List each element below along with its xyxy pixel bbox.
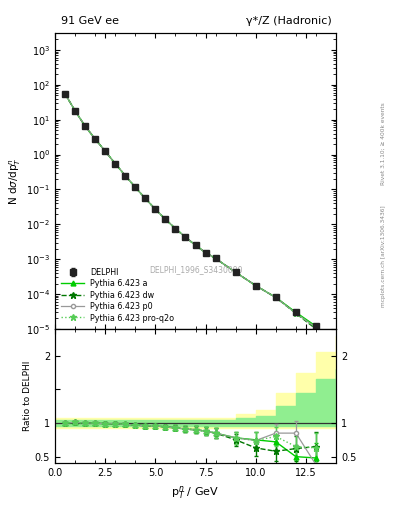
Pythia 6.423 a bbox=[183, 234, 188, 240]
Pythia 6.423 dw bbox=[163, 216, 168, 222]
Pythia 6.423 a bbox=[253, 283, 258, 289]
Pythia 6.423 pro-q2o bbox=[163, 216, 168, 222]
Pythia 6.423 p0 bbox=[103, 148, 108, 154]
Y-axis label: Ratio to DELPHI: Ratio to DELPHI bbox=[23, 361, 32, 431]
Pythia 6.423 a bbox=[233, 269, 238, 275]
Y-axis label: N d$\sigma$/dp$_T^n$: N d$\sigma$/dp$_T^n$ bbox=[8, 157, 23, 205]
Pythia 6.423 a bbox=[113, 161, 118, 167]
Pythia 6.423 pro-q2o bbox=[83, 123, 88, 129]
Pythia 6.423 dw bbox=[133, 184, 138, 190]
Text: Rivet 3.1.10; ≥ 400k events: Rivet 3.1.10; ≥ 400k events bbox=[381, 102, 386, 185]
Text: mcplots.cern.ch [arXiv:1306.3436]: mcplots.cern.ch [arXiv:1306.3436] bbox=[381, 205, 386, 307]
Pythia 6.423 pro-q2o bbox=[193, 242, 198, 248]
Pythia 6.423 a bbox=[123, 173, 128, 179]
Pythia 6.423 dw bbox=[233, 269, 238, 275]
Pythia 6.423 p0 bbox=[193, 242, 198, 248]
Pythia 6.423 a bbox=[103, 148, 108, 154]
Pythia 6.423 pro-q2o bbox=[123, 173, 128, 179]
Pythia 6.423 dw bbox=[153, 206, 158, 212]
Line: Pythia 6.423 a: Pythia 6.423 a bbox=[62, 92, 318, 329]
Pythia 6.423 a bbox=[143, 196, 148, 202]
Pythia 6.423 p0 bbox=[163, 216, 168, 222]
Pythia 6.423 p0 bbox=[153, 206, 158, 212]
Pythia 6.423 pro-q2o bbox=[274, 294, 278, 301]
Pythia 6.423 a bbox=[153, 206, 158, 212]
Pythia 6.423 p0 bbox=[314, 325, 318, 331]
Pythia 6.423 pro-q2o bbox=[103, 148, 108, 154]
Pythia 6.423 p0 bbox=[233, 269, 238, 275]
Pythia 6.423 dw bbox=[143, 196, 148, 202]
Pythia 6.423 dw bbox=[314, 326, 318, 332]
Pythia 6.423 a bbox=[274, 294, 278, 301]
Pythia 6.423 pro-q2o bbox=[113, 161, 118, 167]
Pythia 6.423 pro-q2o bbox=[173, 226, 178, 232]
Pythia 6.423 a bbox=[133, 184, 138, 190]
Pythia 6.423 dw bbox=[294, 310, 298, 316]
Pythia 6.423 pro-q2o bbox=[203, 249, 208, 255]
Pythia 6.423 dw bbox=[173, 226, 178, 232]
Pythia 6.423 a bbox=[163, 216, 168, 222]
Pythia 6.423 pro-q2o bbox=[93, 136, 97, 142]
Pythia 6.423 p0 bbox=[213, 255, 218, 262]
Pythia 6.423 dw bbox=[103, 148, 108, 154]
Pythia 6.423 a bbox=[173, 226, 178, 232]
Pythia 6.423 p0 bbox=[133, 184, 138, 190]
Text: 91 GeV ee: 91 GeV ee bbox=[61, 15, 119, 26]
Line: Pythia 6.423 dw: Pythia 6.423 dw bbox=[62, 91, 319, 332]
Pythia 6.423 p0 bbox=[63, 91, 68, 97]
Line: Pythia 6.423 p0: Pythia 6.423 p0 bbox=[63, 92, 318, 330]
X-axis label: p$_T^n$ / GeV: p$_T^n$ / GeV bbox=[171, 484, 220, 501]
Pythia 6.423 p0 bbox=[173, 226, 178, 232]
Line: Pythia 6.423 pro-q2o: Pythia 6.423 pro-q2o bbox=[62, 91, 319, 331]
Pythia 6.423 pro-q2o bbox=[73, 108, 77, 114]
Pythia 6.423 p0 bbox=[253, 283, 258, 289]
Pythia 6.423 dw bbox=[203, 249, 208, 255]
Pythia 6.423 p0 bbox=[203, 249, 208, 255]
Pythia 6.423 pro-q2o bbox=[233, 269, 238, 275]
Pythia 6.423 p0 bbox=[274, 294, 278, 301]
Pythia 6.423 dw bbox=[274, 294, 278, 301]
Pythia 6.423 dw bbox=[253, 283, 258, 289]
Pythia 6.423 a bbox=[83, 123, 88, 129]
Pythia 6.423 pro-q2o bbox=[213, 255, 218, 262]
Pythia 6.423 pro-q2o bbox=[133, 184, 138, 190]
Pythia 6.423 pro-q2o bbox=[143, 196, 148, 202]
Pythia 6.423 pro-q2o bbox=[253, 283, 258, 289]
Pythia 6.423 a bbox=[193, 242, 198, 248]
Pythia 6.423 dw bbox=[123, 173, 128, 179]
Text: γ*/Z (Hadronic): γ*/Z (Hadronic) bbox=[246, 15, 332, 26]
Legend: DELPHI, Pythia 6.423 a, Pythia 6.423 dw, Pythia 6.423 p0, Pythia 6.423 pro-q2o: DELPHI, Pythia 6.423 a, Pythia 6.423 dw,… bbox=[59, 265, 177, 325]
Pythia 6.423 p0 bbox=[93, 136, 97, 142]
Pythia 6.423 dw bbox=[63, 91, 68, 97]
Pythia 6.423 dw bbox=[113, 161, 118, 167]
Pythia 6.423 p0 bbox=[83, 123, 88, 129]
Pythia 6.423 dw bbox=[213, 255, 218, 262]
Pythia 6.423 pro-q2o bbox=[314, 325, 318, 331]
Pythia 6.423 a bbox=[213, 255, 218, 262]
Pythia 6.423 dw bbox=[73, 108, 77, 114]
Pythia 6.423 pro-q2o bbox=[294, 310, 298, 316]
Pythia 6.423 p0 bbox=[73, 108, 77, 114]
Pythia 6.423 pro-q2o bbox=[63, 91, 68, 97]
Pythia 6.423 p0 bbox=[294, 310, 298, 316]
Pythia 6.423 a bbox=[203, 249, 208, 255]
Pythia 6.423 p0 bbox=[123, 173, 128, 179]
Pythia 6.423 dw bbox=[93, 136, 97, 142]
Pythia 6.423 pro-q2o bbox=[183, 234, 188, 240]
Pythia 6.423 p0 bbox=[113, 161, 118, 167]
Pythia 6.423 a bbox=[314, 323, 318, 329]
Pythia 6.423 p0 bbox=[183, 234, 188, 240]
Pythia 6.423 a bbox=[93, 136, 97, 142]
Pythia 6.423 a bbox=[73, 108, 77, 114]
Pythia 6.423 a bbox=[294, 309, 298, 315]
Pythia 6.423 pro-q2o bbox=[153, 206, 158, 212]
Pythia 6.423 dw bbox=[83, 123, 88, 129]
Pythia 6.423 dw bbox=[193, 242, 198, 248]
Text: DELPHI_1996_S3430090: DELPHI_1996_S3430090 bbox=[149, 265, 242, 274]
Pythia 6.423 a bbox=[63, 91, 68, 97]
Pythia 6.423 p0 bbox=[143, 196, 148, 202]
Pythia 6.423 dw bbox=[183, 234, 188, 240]
